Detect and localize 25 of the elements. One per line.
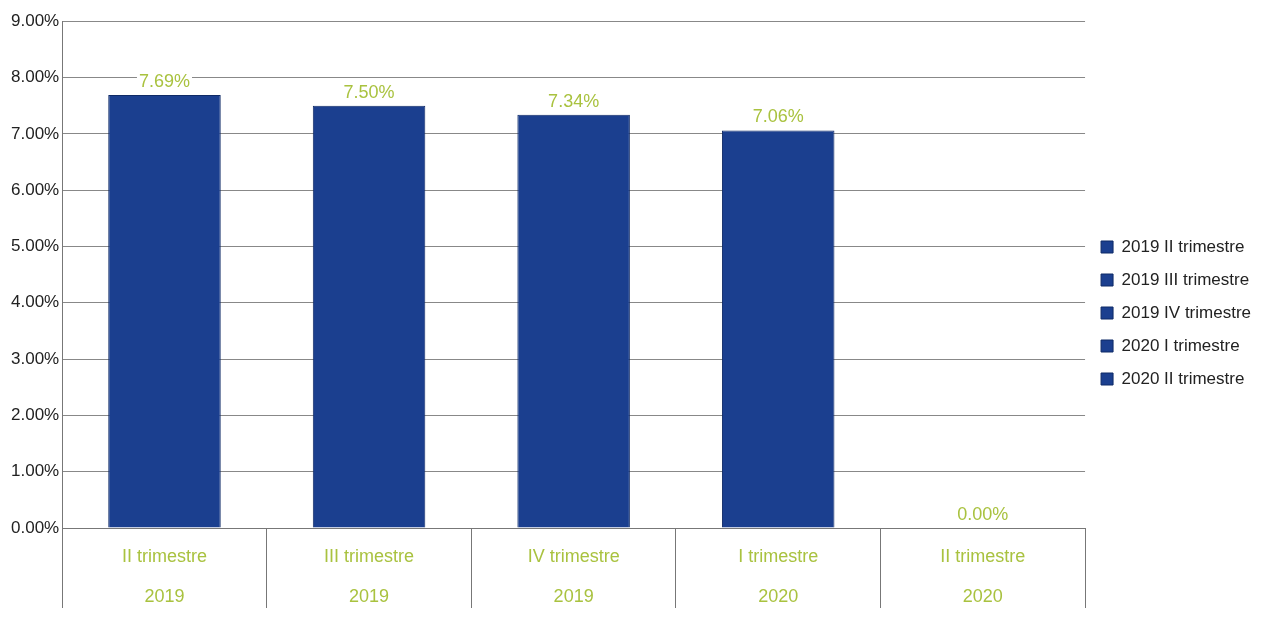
y-tick-label: 9.00%: [11, 10, 60, 30]
data-label: 0.00%: [957, 503, 1009, 524]
y-tick-label: 3.00%: [11, 348, 60, 368]
legend-label: 2019 II trimestre: [1121, 236, 1245, 256]
data-label: 7.06%: [752, 106, 804, 127]
y-tick-label: 5.00%: [11, 236, 60, 256]
data-label: 7.50%: [343, 81, 395, 102]
legend-label: 2020 II trimestre: [1121, 368, 1245, 388]
y-tick-label: 7.00%: [11, 123, 60, 143]
x-tick-label: II trimestre 2019: [121, 545, 207, 606]
legend-label: 2020 I trimestre: [1121, 335, 1240, 355]
x-tick-label: III trimestre 2019: [324, 545, 415, 606]
x-tick-label: I trimestre 2020: [738, 545, 819, 606]
data-label: 7.69%: [138, 70, 191, 91]
legend-label: 2019 III trimestre: [1121, 269, 1250, 289]
legend-label: 2019 IV trimestre: [1121, 302, 1252, 322]
y-tick-label: 0.00%: [11, 517, 60, 537]
x-tick-label: IV trimestre 2019: [527, 545, 620, 606]
data-label: 7.34%: [548, 90, 600, 111]
y-tick-label: 1.00%: [11, 461, 60, 481]
y-tick-label: 6.00%: [11, 179, 60, 199]
y-tick-label: 8.00%: [11, 67, 60, 87]
y-tick-label: 4.00%: [11, 292, 60, 312]
x-tick-label: II trimestre 2020: [940, 545, 1026, 606]
y-tick-label: 2.00%: [11, 405, 60, 425]
